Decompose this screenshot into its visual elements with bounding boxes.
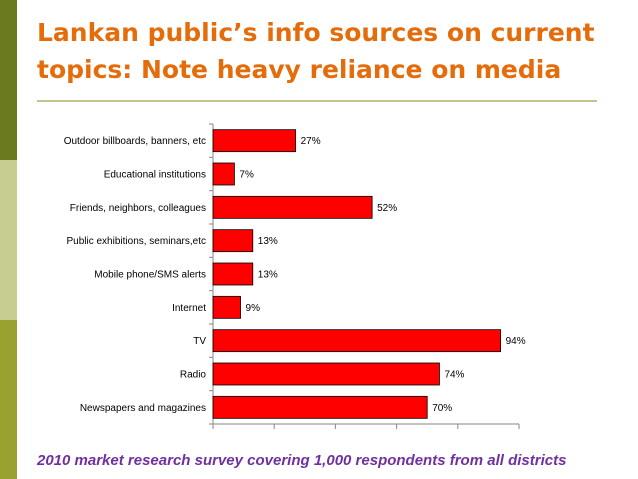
bar	[212, 329, 502, 353]
category-label: Public exhibitions, seminars,etc	[66, 236, 206, 247]
footnote: 2010 market research survey covering 1,0…	[37, 452, 567, 469]
bar	[212, 129, 297, 153]
data-label: 94%	[506, 336, 526, 347]
side-accent-dark-segment	[0, 0, 17, 160]
category-label: Newspapers and magazines	[80, 403, 206, 414]
data-label: 13%	[258, 236, 278, 247]
bar	[212, 295, 241, 319]
data-label: 74%	[444, 370, 464, 381]
data-label: 52%	[377, 203, 397, 214]
data-label: 7%	[239, 170, 254, 181]
category-label: Outdoor billboards, banners, etc	[64, 136, 206, 147]
category-label: Educational institutions	[104, 170, 206, 181]
category-label: Friends, neighbors, colleagues	[70, 203, 206, 214]
category-label: TV	[193, 336, 206, 347]
bar-chart: Outdoor billboards, banners, etc 27% Educa…	[64, 123, 526, 429]
data-label: 27%	[301, 136, 321, 147]
side-accent-bar	[0, 0, 17, 479]
data-label: 9%	[246, 303, 261, 314]
category-label: Radio	[180, 370, 207, 381]
bar	[212, 395, 428, 419]
data-label: 13%	[258, 270, 278, 281]
bar	[212, 195, 373, 219]
bar	[212, 262, 254, 286]
category-label: Internet	[172, 303, 206, 314]
slide-title: Lankan public’s info sources on current …	[37, 18, 595, 84]
side-accent-light-segment	[0, 160, 17, 320]
title-divider	[37, 100, 597, 102]
bar	[212, 362, 440, 386]
bar	[212, 162, 235, 186]
bar	[212, 229, 254, 253]
category-label: Mobile phone/SMS alerts	[94, 270, 206, 281]
data-label: 70%	[432, 403, 452, 414]
